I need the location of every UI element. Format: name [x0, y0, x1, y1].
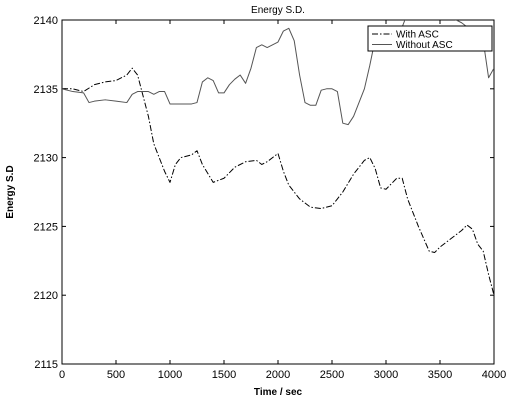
plot-area: [61, 19, 495, 365]
series-line-without-asc: [62, 20, 494, 126]
x-tick-label: 4000: [482, 369, 506, 381]
y-axis-label: Energy S.D: [5, 165, 16, 218]
chart-title: Energy S.D.: [251, 5, 305, 16]
x-axis: 0 500 1000 1500 2000 2500 3000 3500 4000: [59, 20, 506, 381]
series-layer: [62, 20, 494, 296]
x-axis-label: Time / sec: [254, 387, 303, 398]
series-line-with-asc: [62, 67, 494, 296]
legend-label-without-asc: Without ASC: [396, 40, 453, 51]
y-axis: 2115 2120 2125 2130 2135 2140: [34, 15, 494, 371]
x-tick-label: 0: [59, 369, 65, 381]
legend-label-with-asc: With ASC: [396, 30, 439, 41]
y-tick-label: 2135: [34, 84, 58, 96]
legend: With ASC Without ASC: [367, 25, 493, 52]
x-tick-label: 3000: [374, 369, 398, 381]
x-tick-label: 1000: [158, 369, 182, 381]
y-tick-label: 2120: [34, 290, 58, 302]
x-tick-label: 1500: [212, 369, 236, 381]
y-tick-label: 2140: [34, 15, 58, 27]
x-tick-label: 2000: [266, 369, 290, 381]
x-tick-label: 2500: [320, 369, 344, 381]
y-tick-label: 2115: [34, 359, 58, 371]
legend-box: [367, 25, 493, 52]
y-tick-label: 2125: [34, 221, 58, 233]
x-tick-label: 3500: [428, 369, 452, 381]
x-tick-label: 500: [107, 369, 125, 381]
y-tick-label: 2130: [34, 153, 58, 165]
